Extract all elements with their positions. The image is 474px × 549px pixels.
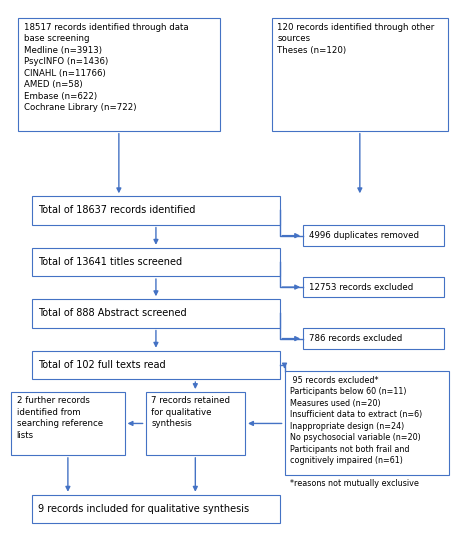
FancyBboxPatch shape: [32, 196, 280, 225]
FancyBboxPatch shape: [32, 299, 280, 328]
FancyBboxPatch shape: [32, 495, 280, 523]
FancyBboxPatch shape: [18, 19, 219, 131]
FancyBboxPatch shape: [303, 225, 445, 246]
FancyBboxPatch shape: [272, 19, 448, 131]
Text: 4996 duplicates removed: 4996 duplicates removed: [309, 231, 419, 240]
Text: 786 records excluded: 786 records excluded: [309, 334, 402, 343]
FancyBboxPatch shape: [303, 328, 445, 349]
Text: Total of 13641 titles screened: Total of 13641 titles screened: [37, 257, 182, 267]
FancyBboxPatch shape: [303, 277, 445, 298]
Text: Total of 888 Abstract screened: Total of 888 Abstract screened: [37, 309, 186, 318]
Text: 12753 records excluded: 12753 records excluded: [309, 283, 413, 292]
FancyBboxPatch shape: [146, 392, 245, 455]
Text: Total of 18637 records identified: Total of 18637 records identified: [37, 205, 195, 215]
Text: 2 further records
identified from
searching reference
lists: 2 further records identified from search…: [17, 396, 103, 440]
FancyBboxPatch shape: [11, 392, 125, 455]
Text: 7 records retained
for qualitative
synthesis: 7 records retained for qualitative synth…: [151, 396, 230, 428]
Text: 95 records excluded*
Participants below 60 (n=11)
Measures used (n=20)
Insuffici: 95 records excluded* Participants below …: [290, 376, 422, 488]
FancyBboxPatch shape: [32, 351, 280, 379]
FancyBboxPatch shape: [284, 372, 449, 475]
Text: 120 records identified through other
sources
Theses (n=120): 120 records identified through other sou…: [277, 23, 435, 55]
Text: 18517 records identified through data
base screening
Medline (n=3913)
PsycINFO (: 18517 records identified through data ba…: [24, 23, 188, 112]
Text: 9 records included for qualitative synthesis: 9 records included for qualitative synth…: [37, 504, 249, 514]
FancyBboxPatch shape: [32, 248, 280, 276]
Text: Total of 102 full texts read: Total of 102 full texts read: [37, 360, 165, 370]
